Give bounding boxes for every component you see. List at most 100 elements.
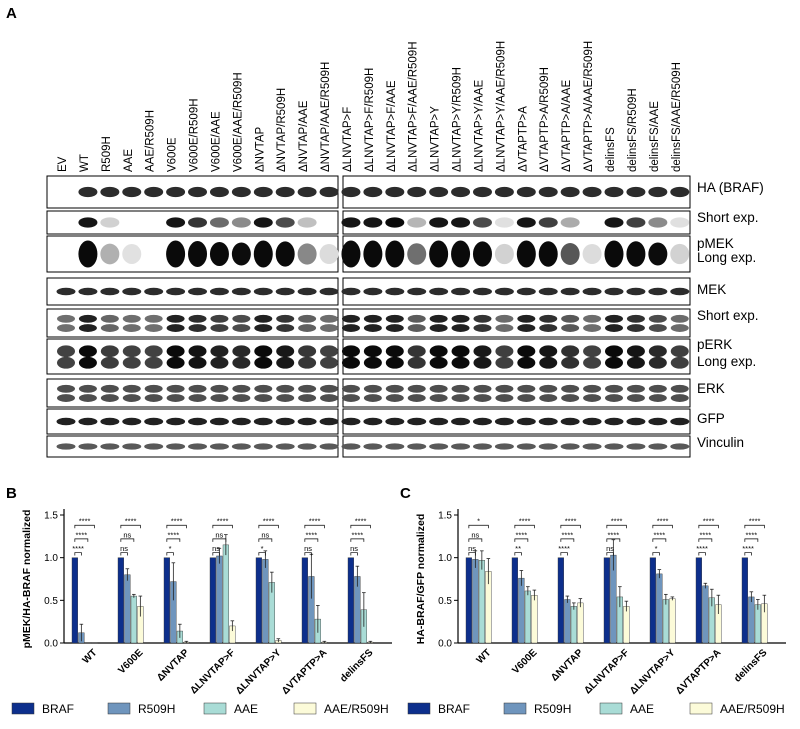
significance-bracket	[120, 524, 141, 529]
blot-band	[626, 394, 645, 402]
legend-swatch	[293, 702, 317, 715]
bar-braf	[695, 557, 702, 644]
bar-braf	[465, 557, 472, 644]
blot-band	[122, 417, 142, 426]
lane-label: R509H	[101, 136, 113, 172]
blot-band	[670, 356, 689, 369]
significance-mark: ****	[657, 517, 669, 526]
blot-band	[254, 394, 273, 402]
blot-band	[451, 417, 471, 426]
significance-bracket	[652, 524, 673, 529]
blot-band	[539, 356, 558, 369]
significance-bracket	[350, 552, 358, 556]
blot-band	[100, 324, 119, 332]
blot-band	[363, 324, 382, 332]
blot-band	[604, 443, 624, 450]
blot-band	[626, 324, 645, 332]
blot-band	[516, 240, 536, 268]
blot-band	[363, 384, 382, 393]
blot-band	[670, 443, 690, 450]
blot-band	[583, 345, 602, 358]
y-tick-label: 1.5	[44, 511, 58, 522]
blot-strip-right	[342, 378, 691, 408]
bar-aae	[222, 544, 229, 644]
significance-bracket	[74, 524, 95, 529]
blot-band	[78, 384, 97, 393]
blot-band	[78, 287, 98, 296]
blot-band	[385, 394, 404, 402]
category-label: WT	[475, 647, 494, 666]
blot-band	[253, 240, 273, 268]
legend-swatch	[107, 702, 131, 715]
blot-band	[341, 314, 360, 323]
blot-label: ERK	[697, 381, 725, 396]
blot-band	[363, 394, 382, 402]
blot-band	[320, 394, 339, 402]
bar-aae	[130, 595, 137, 644]
blot-band	[494, 217, 514, 228]
blot-band	[538, 417, 558, 426]
blot-band	[341, 345, 360, 358]
y-tick-label: 0.0	[44, 639, 58, 650]
blot-band	[407, 394, 426, 402]
lane-label: AAE/R509H	[145, 110, 157, 172]
lane-label: ΔNVTAP/AAE/R509H	[320, 62, 332, 172]
significance-mark: ****	[742, 544, 754, 553]
blot-band	[539, 345, 558, 358]
bar-braf	[649, 557, 656, 644]
lane-label: ΔVTAPTP>A	[517, 106, 529, 172]
blot-band	[78, 345, 97, 358]
significance-mark: ****	[168, 530, 180, 539]
blot-band	[78, 217, 98, 228]
blot-band	[429, 417, 449, 426]
legend-c: BRAF R509H AAE AAE/R509H	[407, 702, 785, 716]
blot-band	[407, 217, 427, 228]
blot-band	[517, 314, 536, 323]
significance-bracket	[258, 524, 279, 529]
blot-band	[166, 356, 185, 369]
blot-band	[100, 443, 120, 450]
significance-bracket	[212, 552, 220, 556]
category-label: ΔLNVTAP>Y	[628, 647, 678, 697]
blot-band	[539, 314, 558, 323]
blot-band	[297, 217, 317, 228]
blot-band	[582, 417, 602, 426]
blot-band	[494, 417, 514, 426]
blot-band	[582, 287, 602, 296]
blot-band	[100, 394, 119, 402]
blot-band	[209, 241, 229, 267]
blot-band	[495, 314, 514, 323]
blot-band	[122, 186, 142, 198]
blot-band	[56, 287, 76, 296]
blot-band	[209, 186, 229, 198]
category-label: V600E	[510, 647, 539, 676]
blot-band	[407, 314, 426, 323]
significance-bracket	[744, 538, 759, 542]
blot-band	[232, 314, 251, 323]
blot-band	[231, 242, 251, 266]
significance-mark: *	[261, 544, 264, 553]
blot-band	[429, 287, 449, 296]
significance-mark: ****	[608, 530, 620, 539]
blot-band	[188, 443, 208, 450]
blot-band	[166, 324, 185, 332]
significance-bracket	[120, 552, 128, 556]
category-label: ΔNVTAP	[549, 647, 586, 684]
western-blots	[46, 175, 691, 458]
significance-bracket	[606, 538, 621, 542]
bar-r509h	[564, 599, 571, 644]
bar-r509h	[518, 577, 525, 644]
blot-band	[100, 345, 119, 358]
blot-band	[275, 287, 295, 296]
blot-band	[407, 417, 427, 426]
significance-bracket	[258, 552, 266, 556]
significance-mark: ****	[558, 544, 570, 553]
blot-band	[605, 384, 623, 393]
blot-band	[341, 384, 360, 393]
blot-band	[78, 443, 98, 450]
blot-band	[473, 324, 492, 332]
blot-band	[341, 417, 361, 426]
blot-band	[494, 443, 514, 450]
blot-band	[560, 243, 580, 265]
category-label: V600E	[116, 647, 145, 676]
